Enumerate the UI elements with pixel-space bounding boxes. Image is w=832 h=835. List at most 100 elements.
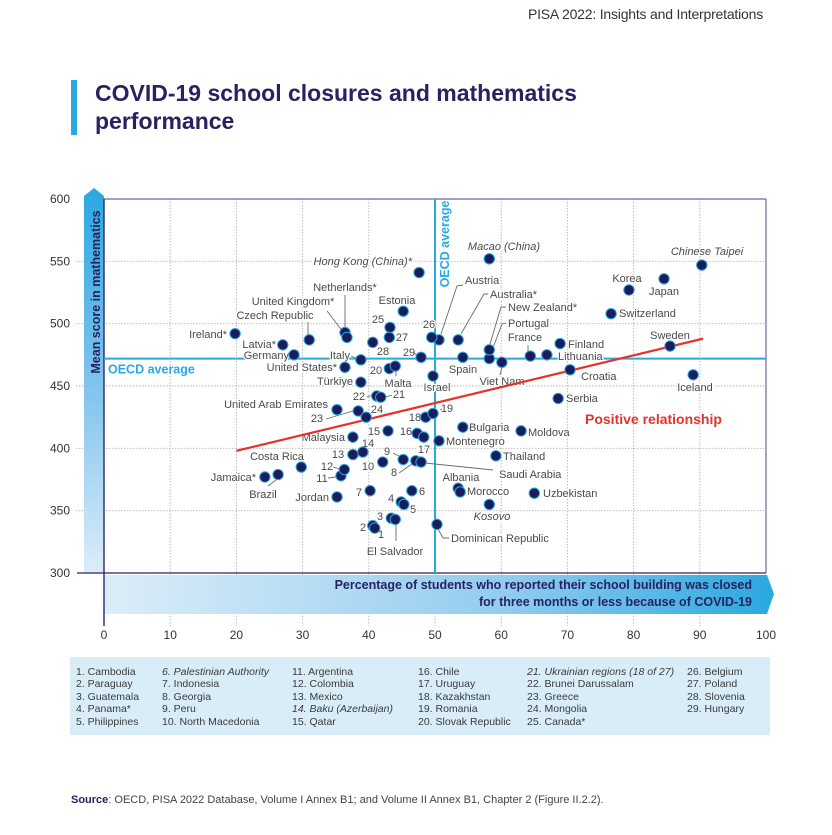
data-point	[389, 513, 401, 526]
point-label: Serbia	[566, 393, 599, 405]
point-label: United Kingdom*	[252, 296, 335, 308]
legend-entry: 5. Philippines	[76, 715, 139, 728]
legend-entry: 23. Greece	[527, 690, 579, 703]
data-point	[367, 336, 379, 349]
data-point	[288, 349, 300, 361]
x-tick-label: 50	[428, 628, 442, 642]
data-point	[524, 350, 537, 362]
data-point	[229, 327, 241, 340]
legend-entry: 7. Indonesia	[162, 678, 220, 691]
point-label: New Zealand*	[508, 302, 578, 314]
data-point	[413, 266, 425, 279]
legend-entry: 26. Belgium	[687, 666, 743, 678]
data-point	[415, 351, 427, 364]
point-labels: Hong Kong (China)* Macao (China) Chinese T…	[188, 240, 745, 560]
data-point	[528, 487, 540, 499]
data-point	[295, 461, 307, 473]
point-label: Albania	[443, 472, 481, 484]
point-label: Hong Kong (China)*	[314, 256, 413, 268]
legend-entry: 16. Chile	[418, 666, 460, 678]
data-points	[229, 253, 708, 534]
leader-line	[424, 462, 494, 471]
point-label: Sweden	[650, 330, 690, 342]
point-label: Germany	[244, 350, 290, 362]
point-label: 3	[377, 511, 383, 523]
data-point	[341, 331, 353, 344]
source-label: Source	[71, 794, 109, 806]
data-point	[415, 456, 427, 468]
leader-line	[398, 463, 413, 474]
x-axis-band	[104, 575, 774, 614]
data-point	[554, 337, 566, 350]
leader-lines	[267, 284, 529, 541]
point-label: Brazil	[249, 489, 277, 501]
y-tick-label: 300	[50, 566, 70, 580]
point-label: United States*	[267, 362, 338, 374]
point-label: Jordan	[295, 492, 329, 504]
leader-line	[325, 410, 354, 420]
x-tick-label: 70	[561, 628, 575, 642]
point-label: 5	[410, 504, 416, 516]
x-tick-label: 40	[362, 628, 376, 642]
data-point	[360, 411, 372, 423]
axis-ticks: 300 350 400 450 500 550 600 0 10 20 30 40 50 60 70 80 90…	[50, 192, 776, 642]
legend-entry: 6. Palestinian Authority	[162, 666, 270, 678]
trend-line-group: Positive relationship	[236, 337, 722, 452]
point-label: 8	[391, 467, 397, 479]
legend-entry: 10. North Macedonia	[162, 715, 260, 728]
data-point	[406, 485, 418, 497]
legend-entry: 22. Brunei Darussalam	[527, 678, 634, 691]
legend-entry: 9. Peru	[162, 703, 196, 716]
point-label: 9	[384, 446, 390, 458]
data-point	[605, 307, 617, 320]
data-point	[369, 522, 381, 534]
y-tick-label: 550	[50, 254, 70, 268]
oecd-average-horizontal-label: OECD average	[108, 363, 195, 377]
data-point	[383, 331, 396, 344]
legend-entry: 14. Baku (Azerbaijan)	[292, 703, 393, 716]
legend-box: 1. Cambodia 2. Paraguay 3. Guatemala 4. Pan…	[70, 657, 770, 735]
point-label: Malta	[385, 378, 413, 390]
legend-entry: 3. Guatemala	[76, 690, 140, 703]
point-label: Jamaica*	[211, 472, 257, 484]
point-label: 26	[423, 319, 435, 331]
data-point	[483, 498, 495, 511]
data-point	[431, 518, 443, 531]
y-tick-label: 450	[50, 379, 70, 393]
point-label: 2	[360, 522, 366, 534]
data-point	[427, 407, 439, 420]
point-label: 11	[316, 473, 327, 485]
point-label: 24	[371, 404, 383, 416]
point-label: Portugal	[508, 318, 549, 330]
x-tick-label: 90	[693, 628, 707, 642]
data-point	[696, 259, 708, 271]
legend-entry: 25. Canada*	[527, 715, 586, 728]
point-label: Saudi Arabia	[499, 469, 562, 481]
running-title: PISA 2022: Insights and Interpretations	[527, 6, 763, 22]
data-point	[397, 453, 409, 466]
point-label: Spain	[449, 364, 477, 376]
data-point	[687, 369, 699, 381]
data-point	[355, 354, 367, 366]
point-label: 23	[311, 413, 323, 425]
oecd-average-vertical-label: OECD average	[438, 201, 452, 288]
legend-entry: 20. Slovak Republic	[418, 715, 511, 728]
point-label: Estonia	[379, 295, 417, 307]
trend-line	[236, 337, 704, 452]
legend-entry: 11. Argentina	[292, 666, 354, 678]
point-label: 13	[332, 449, 344, 461]
legend-column: 11. Argentina 12. Colombia 13. Mexico 14. B…	[292, 666, 393, 728]
point-label: Kosovo	[474, 511, 511, 523]
data-point	[347, 431, 359, 443]
point-label: 25	[372, 314, 384, 326]
data-point	[377, 456, 389, 468]
point-label: 10	[362, 461, 374, 473]
title-accent-bar	[71, 80, 77, 135]
leader-line	[439, 408, 443, 411]
source-text: : OECD, PISA 2022 Database, Volume I Ann…	[108, 794, 604, 806]
legend-entry: 21. Ukrainian regions (18 of 27)	[527, 666, 675, 678]
data-point	[331, 403, 343, 416]
data-point	[623, 284, 635, 296]
data-point	[384, 321, 396, 334]
legend-entry: 17. Uruguay	[418, 678, 476, 691]
